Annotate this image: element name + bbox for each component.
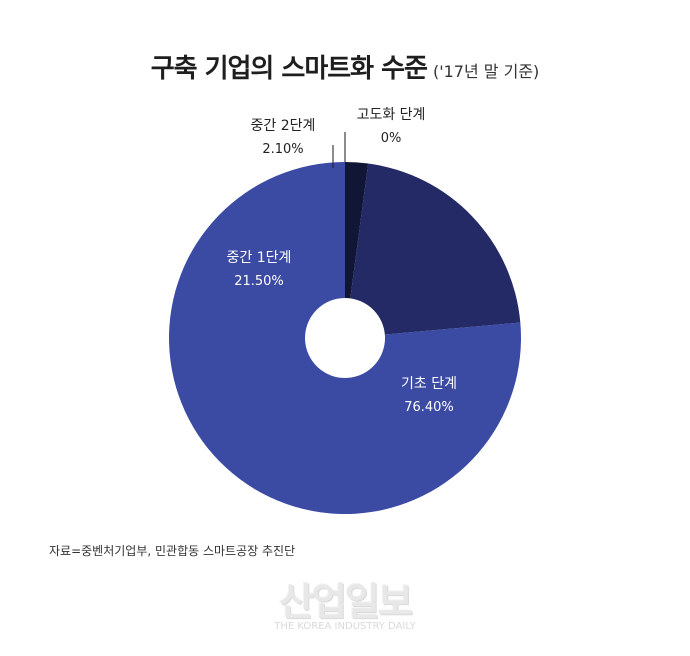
- pie-slice-중간-2단계: [345, 162, 369, 299]
- watermark-sub: THE KOREA INDUSTRY DAILY: [274, 621, 416, 632]
- slice-label-중간-2단계: 중간 2단계: [251, 118, 316, 134]
- slice-value-중간-2단계: 2.10%: [262, 142, 303, 157]
- watermark-logo: 산업일보 THE KOREA INDUSTRY DAILY: [0, 583, 690, 632]
- slices-group: [169, 162, 522, 514]
- slice-value-기초-단계: 76.40%: [404, 400, 454, 415]
- chart-title: 구축 기업의 스마트화 수준: [150, 54, 428, 84]
- slice-label-고도화-단계: 고도화 단계: [357, 107, 426, 123]
- pie-slice-기초-단계: [169, 162, 522, 514]
- pie-slice-중간-1단계: [350, 163, 521, 335]
- chart-subtitle: ('17년 말 기준): [432, 62, 540, 81]
- slice-value-고도화-단계: 0%: [381, 131, 402, 146]
- labels-group: 기초 단계 76.40% 중간 1단계 21.50% 중간 2단계 2.10% 고도화 단계…: [227, 107, 457, 415]
- leader-lines-group: [332, 132, 346, 168]
- source-note: 자료=중벤처기업부, 민관합동 스마트공장 추진단: [49, 544, 296, 558]
- watermark-main: 산업일보: [279, 580, 413, 624]
- chart-title-block: 구축 기업의 스마트화 수준 ('17년 말 기준): [0, 48, 690, 85]
- slice-label-기초-단계: 기초 단계: [401, 376, 457, 392]
- slice-value-중간-1단계: 21.50%: [234, 274, 284, 289]
- slice-label-중간-1단계: 중간 1단계: [227, 250, 292, 266]
